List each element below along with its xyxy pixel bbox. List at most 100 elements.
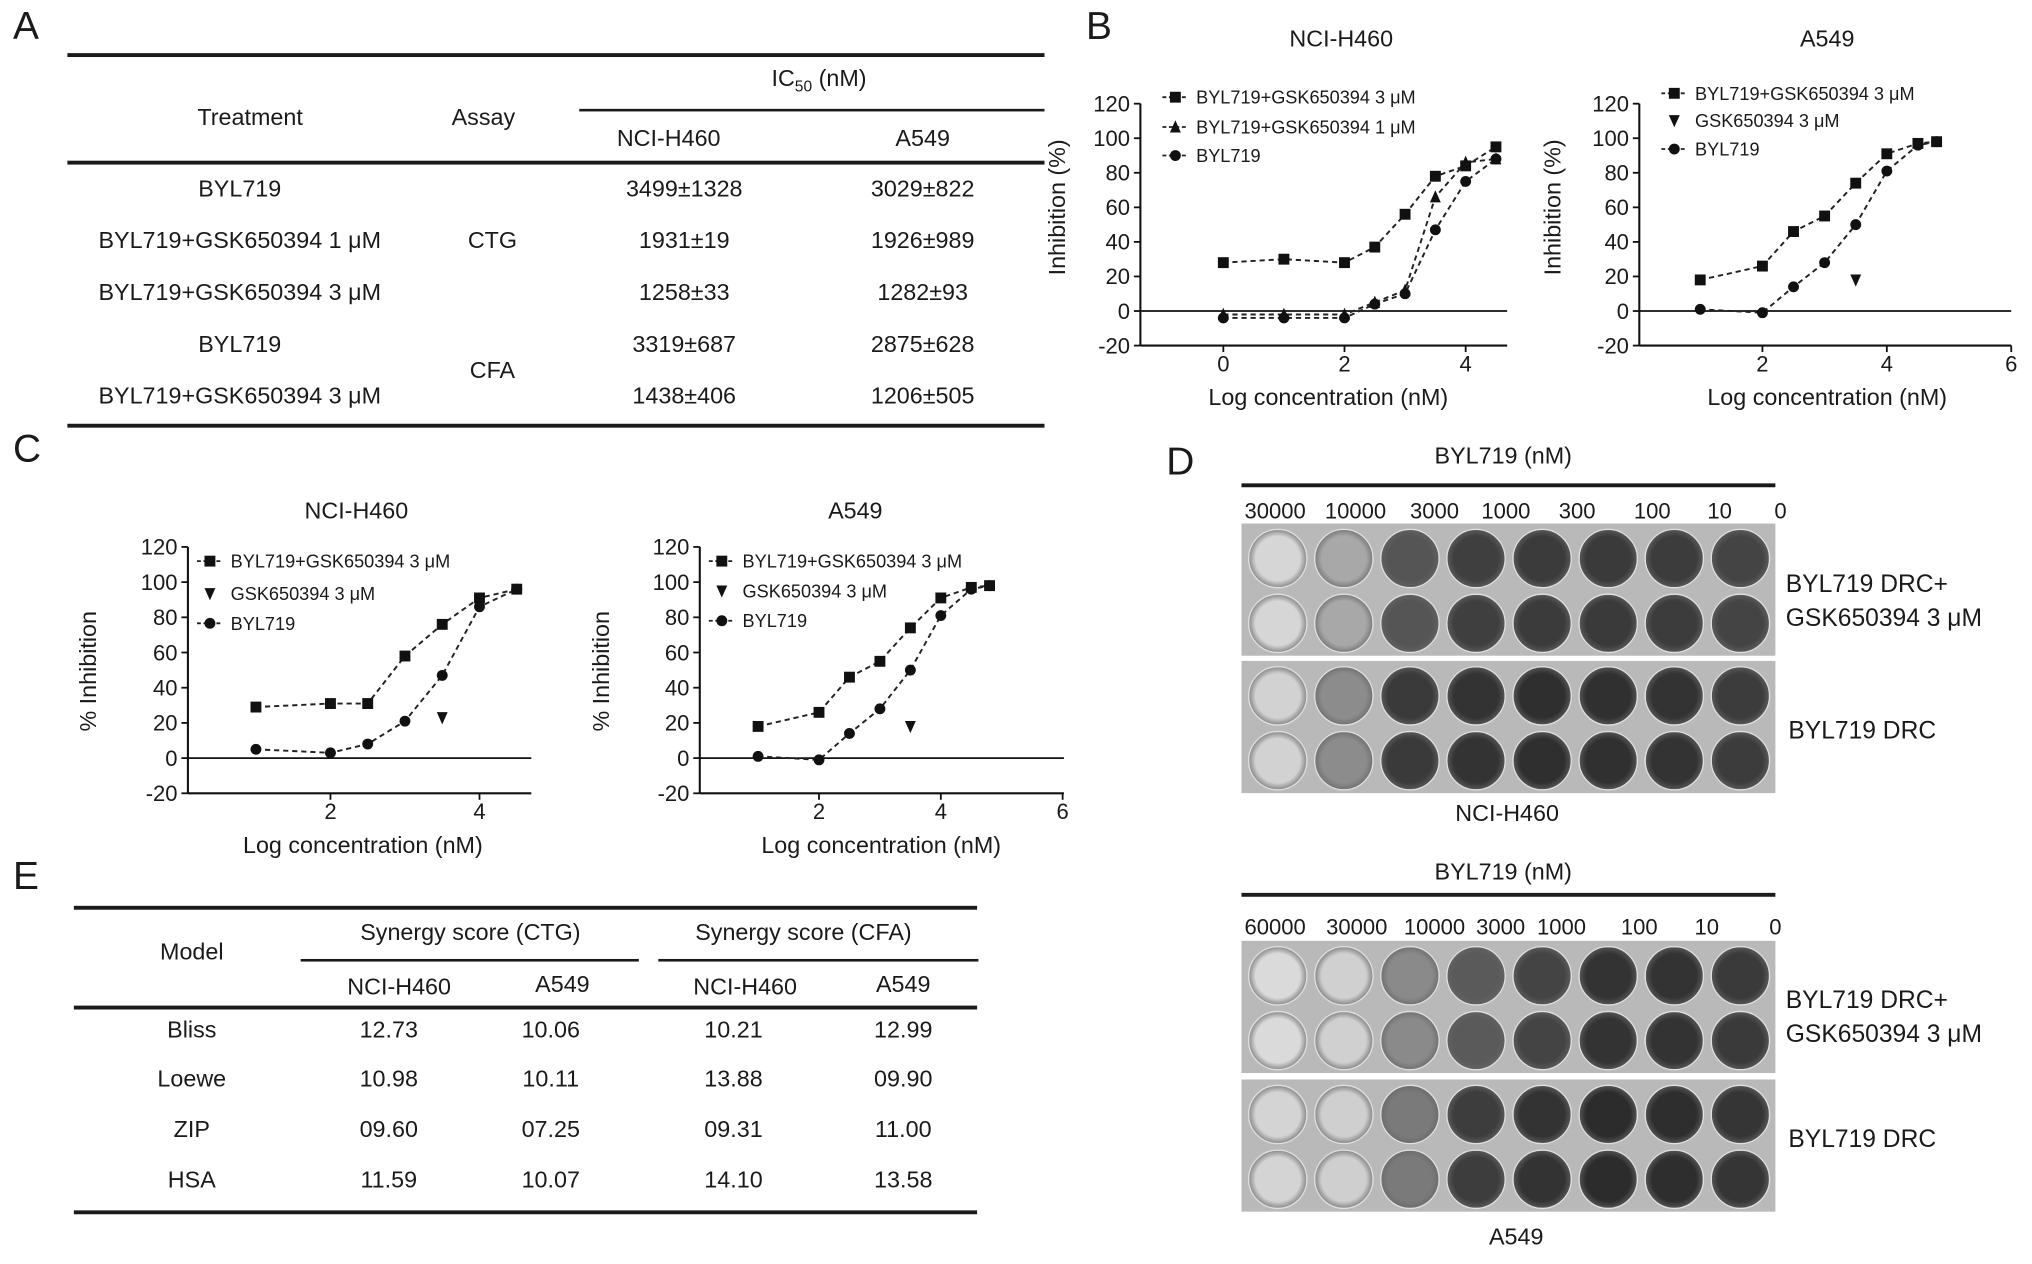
well	[1512, 946, 1572, 1006]
legend-label: BYL719	[1196, 146, 1261, 166]
plate-single-rows	[1241, 1079, 1776, 1212]
legend-marker	[1668, 143, 1680, 155]
ic50-text: IC	[771, 65, 795, 91]
concentration-label: 1000	[1537, 914, 1587, 940]
series	[250, 583, 523, 759]
data-point	[1217, 307, 1229, 320]
well	[1578, 593, 1639, 654]
data-point	[250, 743, 262, 755]
legend-entry: GSK650394 3 μM	[1668, 111, 1839, 131]
legend-entry: BYL719	[1661, 140, 1760, 160]
cell-treatment: BYL719	[198, 331, 282, 358]
well	[1446, 1084, 1506, 1145]
data-point	[1881, 148, 1893, 160]
table-a-bottom-rule	[67, 423, 1045, 427]
x-tick-label: 2	[1756, 351, 1768, 376]
y-tick-label: 120	[653, 535, 690, 560]
y-tick-label: 100	[653, 570, 690, 595]
well	[1578, 730, 1639, 791]
well	[1644, 730, 1705, 791]
well	[1512, 1084, 1572, 1145]
legend-entry: BYL719+GSK650394 3 μM	[1661, 84, 1915, 104]
y-tick-label: 0	[677, 746, 689, 771]
well	[1578, 1010, 1639, 1071]
y-tick-label: 20	[1604, 264, 1629, 289]
data-point	[1429, 224, 1441, 236]
col-model: Model	[160, 938, 224, 965]
legend-marker	[1668, 87, 1680, 99]
data-point	[935, 592, 947, 604]
cell-score: 14.10	[704, 1166, 763, 1193]
well	[1314, 1149, 1374, 1210]
data-point	[362, 698, 374, 709]
y-tick-label: 120	[1592, 91, 1629, 116]
cell-score: 09.60	[359, 1116, 418, 1143]
data-point	[1881, 165, 1893, 177]
data-point	[1369, 298, 1381, 310]
concentration-label: 100	[1633, 498, 1671, 524]
x-tick-label: 2	[813, 799, 825, 824]
y-tick-label: 80	[1106, 161, 1131, 186]
data-point	[1788, 226, 1799, 237]
y-tick-label: 60	[153, 640, 178, 665]
series-line	[1700, 140, 1937, 314]
cell-treatment: BYL719	[198, 175, 282, 202]
chart-b-nci-h460: -20 0 20 40 60 80 100 120 0 2 4 NCI-H460 Log concent…	[1044, 26, 1508, 410]
cell-nci-h460: 1258±33	[638, 279, 730, 306]
concentration-label: 0	[1774, 498, 1787, 524]
well	[1644, 1010, 1705, 1071]
y-axis-label: Inhibition (%)	[1044, 139, 1070, 275]
legend-entry: BYL719+GSK650394 1 μM	[1162, 117, 1416, 137]
series	[436, 712, 448, 725]
cell-score: 10.07	[521, 1166, 580, 1193]
cell-treatment: BYL719+GSK650394 3 μM	[98, 279, 382, 306]
well	[1578, 1149, 1639, 1210]
y-tick-label: 120	[141, 535, 178, 560]
x-tick-label: 4	[1881, 351, 1893, 376]
row-label-single: BYL719 DRC	[1788, 1126, 1937, 1154]
concentration-label: 30000	[1244, 498, 1306, 524]
data-point	[1460, 175, 1472, 187]
data-point	[436, 618, 448, 630]
data-point	[1339, 312, 1350, 324]
well	[1710, 1010, 1771, 1071]
well	[1247, 946, 1308, 1006]
data-point	[752, 750, 764, 762]
data-point	[325, 698, 336, 709]
row-label-combo-1: BYL719 DRC+	[1785, 571, 1948, 599]
y-tick-label: 60	[1106, 195, 1131, 220]
x-tick-label: 6	[2005, 351, 2017, 376]
data-point	[1490, 153, 1502, 165]
sub-cfa-a549: A549	[875, 971, 931, 998]
concentration-label: 1000	[1481, 498, 1531, 524]
col-nci-h460: NCI-H460	[616, 125, 721, 151]
x-axis-label: Log concentration (nM)	[243, 832, 483, 858]
x-tick-label: 2	[324, 799, 336, 824]
table-a-header-rule	[67, 160, 1045, 164]
data-point	[984, 580, 995, 592]
legend-marker	[1169, 150, 1181, 161]
data-point	[1278, 253, 1290, 265]
x-tick-label: 4	[1460, 351, 1472, 376]
cell-nci-h460: 1438±406	[632, 382, 737, 409]
legend-label: BYL719+GSK650394 3 μM	[231, 552, 451, 572]
series	[1217, 152, 1502, 320]
cell-a549: 1206±505	[870, 382, 975, 409]
plate-header: BYL719 (nM)	[1434, 858, 1572, 885]
series-line	[1223, 158, 1497, 319]
legend-entry: BYL719	[1162, 146, 1261, 166]
concentration-label: 30000	[1326, 914, 1388, 940]
legend-entry: BYL719+GSK650394 3 μM	[1162, 88, 1416, 108]
well	[1710, 1084, 1771, 1145]
well	[1644, 946, 1705, 1006]
data-point	[1278, 307, 1290, 320]
data-point	[1694, 274, 1706, 286]
cell-line-label: NCI-H460	[1455, 800, 1559, 827]
data-point	[1339, 307, 1350, 320]
plate-header-rule	[1241, 483, 1776, 488]
well	[1380, 1010, 1440, 1071]
data-point	[1369, 295, 1381, 308]
y-tick-label: -20	[1597, 333, 1629, 358]
data-point	[436, 669, 448, 681]
legend-marker	[716, 615, 728, 627]
